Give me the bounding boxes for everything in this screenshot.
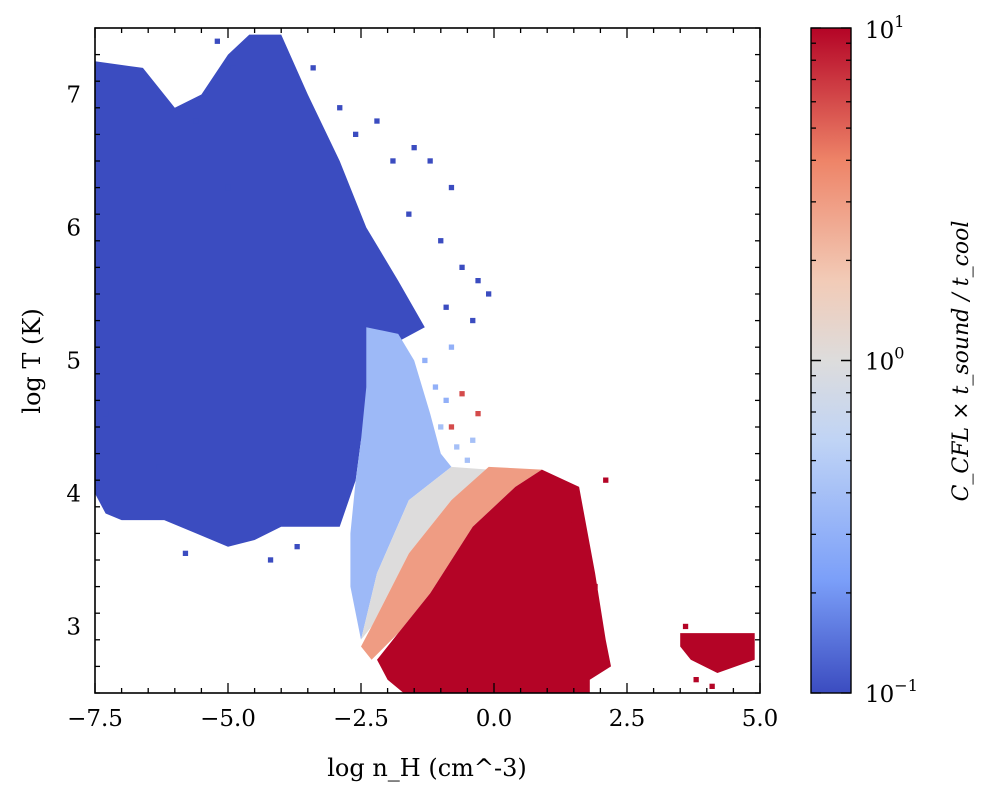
heatmap-cell	[475, 278, 481, 284]
x-axis: −7.5 −5.0 −2.5 0.0 2.5 5.0 log n_H (cm^-…	[67, 706, 778, 782]
heatmap-cell	[475, 411, 481, 417]
heatmap-cell	[454, 444, 460, 450]
x-tick-label: 0.0	[476, 706, 513, 732]
y-tick-label: 4	[66, 482, 81, 508]
heatmap-region-1	[350, 327, 452, 640]
heatmap-cell	[267, 557, 274, 563]
heatmap-cell	[294, 544, 300, 550]
heatmap-cell	[353, 131, 359, 137]
y-tick-label: 3	[66, 615, 81, 641]
colorbar-label: C_CFL × t_sound / t_cool	[949, 221, 974, 502]
heatmap-cell	[337, 105, 343, 111]
heatmap-cell	[448, 344, 455, 350]
x-tick-label: −2.5	[333, 706, 389, 732]
heatmap-cell	[390, 158, 396, 164]
heatmap-cell	[576, 550, 582, 556]
heatmap-cell	[103, 411, 109, 417]
heatmap-cell	[464, 457, 470, 463]
heatmap-region-0	[95, 34, 425, 547]
heatmap-cell	[459, 264, 465, 270]
heatmap-cell	[693, 677, 699, 683]
heatmap-cell	[432, 384, 439, 390]
y-axis: 3 4 5 6 7 log T (K)	[18, 83, 81, 641]
heatmap-cell	[374, 118, 380, 124]
heatmap-cell	[443, 397, 449, 403]
colorbar: 10−1 100 101 C_CFL × t_sound / t_cool	[810, 12, 974, 708]
heatmap-region-3	[361, 466, 542, 660]
heatmap-cell	[438, 238, 444, 244]
colorbar-tick-label: 100	[865, 344, 904, 376]
axis-ticks	[94, 27, 761, 694]
heatmap-cell	[427, 158, 433, 164]
heatmap-regions	[95, 34, 755, 693]
colorbar-ticks	[811, 27, 851, 694]
heatmap-cell	[225, 184, 231, 191]
heatmap-cell	[470, 317, 476, 324]
heatmap-cell	[597, 643, 603, 650]
heatmap-cell	[581, 623, 588, 630]
heatmap-cell	[411, 145, 417, 151]
x-tick-label: −5.0	[200, 706, 256, 732]
heatmap-region-4	[377, 469, 611, 693]
heatmap-cell	[448, 424, 455, 430]
heatmap-cell	[438, 424, 444, 430]
x-tick-label: 5.0	[742, 706, 779, 732]
heatmap-cell	[406, 211, 412, 217]
heatmap-cell	[603, 477, 609, 483]
x-tick-label: −7.5	[67, 706, 123, 732]
plot-frame	[94, 27, 761, 694]
y-axis-label: log T (K)	[18, 308, 46, 413]
heatmap-cell	[310, 65, 316, 71]
y-tick-label: 5	[66, 349, 81, 375]
heatmap-cell	[470, 437, 476, 443]
heatmap-cell	[193, 118, 199, 124]
x-tick-label: 2.5	[609, 706, 646, 732]
heatmap-cell	[422, 357, 428, 364]
heatmap-cell	[592, 583, 598, 590]
heatmap-region-2	[361, 466, 489, 640]
heatmap-cell	[182, 550, 189, 556]
plot-area	[94, 27, 761, 694]
heatmap-cell	[486, 291, 492, 297]
heatmap-cell	[682, 623, 689, 630]
heatmap-cell	[709, 683, 715, 689]
heatmap-cell	[571, 517, 577, 523]
colorbar-tick-label: 101	[865, 12, 904, 44]
heatmap-cell	[230, 65, 236, 71]
heatmap-cell	[448, 184, 455, 191]
heatmap-cell	[443, 304, 449, 310]
colorbar-tick-label: 10−1	[865, 676, 918, 708]
heatmap-scatter-cells	[103, 38, 715, 689]
y-tick-label: 7	[66, 83, 81, 109]
x-axis-label: log n_H (cm^-3)	[327, 754, 527, 782]
heatmap-cell	[459, 391, 465, 397]
y-tick-label: 6	[66, 216, 81, 242]
heatmap-cell	[214, 38, 220, 44]
heatmap-cell	[156, 464, 162, 470]
heatmap-region-5	[680, 633, 755, 673]
